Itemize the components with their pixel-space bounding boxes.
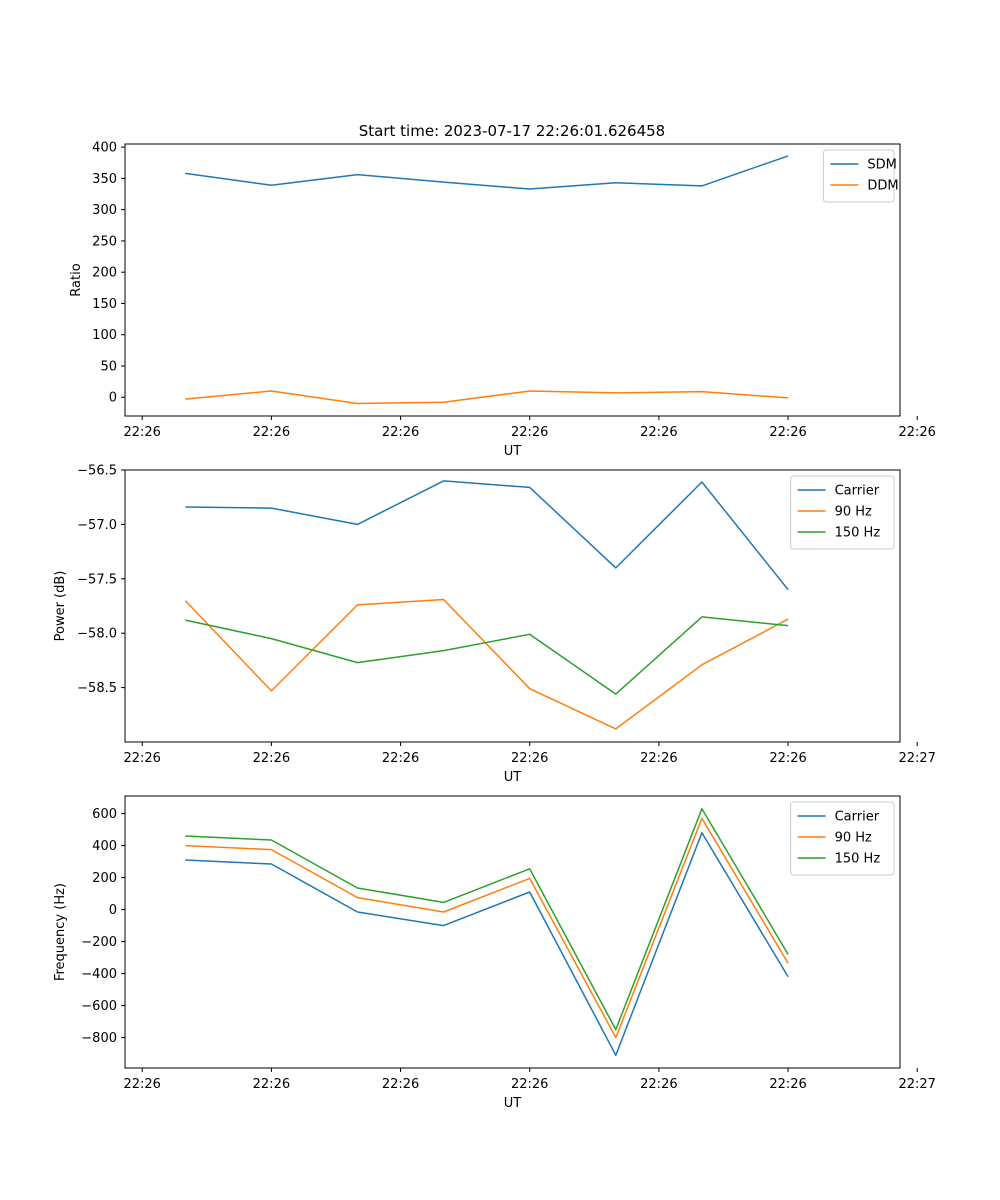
ratio-legend-label-1: DDM	[867, 179, 898, 194]
frequency-legend-label-1: 90 Hz	[835, 831, 872, 846]
frequency-legend-label-0: Carrier	[835, 810, 880, 825]
frequency-x-axis-label: UT	[504, 1096, 522, 1111]
power-x-tick-label: 22:27	[898, 751, 935, 766]
ratio-x-tick-label: 22:26	[769, 425, 806, 440]
frequency-x-tick-label: 22:26	[769, 1077, 806, 1092]
power-y-tick-label: −57.5	[77, 572, 117, 587]
power-legend-label-1: 90 Hz	[835, 505, 872, 520]
power-x-tick-label: 22:26	[769, 751, 806, 766]
power-x-tick-label: 22:26	[640, 751, 677, 766]
frequency-y-tick-label: 400	[92, 839, 117, 854]
ratio-legend-box	[822, 149, 895, 203]
ratio-y-tick-label: 350	[92, 172, 117, 187]
frequency-axes-frame	[124, 795, 901, 1069]
frequency-series-line-1	[185, 817, 789, 1039]
ratio-y-tick-label: 250	[92, 234, 117, 249]
power-y-tick-label: −56.5	[77, 464, 117, 479]
power-x-tick-label: 22:26	[253, 751, 290, 766]
frequency-y-tick-label: −600	[81, 999, 117, 1014]
power-x-tick-label: 22:26	[123, 751, 160, 766]
power-legend-label-0: Carrier	[835, 484, 880, 499]
frequency-y-tick-label: −400	[81, 967, 117, 982]
figure-title: Start time: 2023-07-17 22:26:01.626458	[359, 122, 665, 140]
frequency-series-line-2	[185, 808, 789, 1031]
frequency-x-tick-label: 22:26	[253, 1077, 290, 1092]
power-series-line-0	[185, 480, 789, 591]
frequency-y-tick-label: 200	[92, 871, 117, 886]
ratio-y-tick-label: 300	[92, 203, 117, 218]
power-legend-box	[790, 475, 895, 550]
power-axes-frame	[124, 469, 901, 743]
ratio-x-tick-label: 22:26	[898, 425, 935, 440]
power-y-axis-label: Power (dB)	[53, 571, 68, 642]
power-y-tick-label: −57.0	[77, 518, 117, 533]
ratio-y-tick-label: 150	[92, 297, 117, 312]
frequency-y-tick-label: −800	[81, 1031, 117, 1046]
frequency-x-tick-label: 22:26	[511, 1077, 548, 1092]
frequency-x-tick-label: 22:26	[382, 1077, 419, 1092]
ratio-x-tick-label: 22:26	[640, 425, 677, 440]
ratio-y-tick-label: 200	[92, 266, 117, 281]
frequency-x-tick-label: 22:26	[640, 1077, 677, 1092]
ratio-y-tick-label: 50	[100, 359, 117, 374]
ratio-x-tick-label: 22:26	[123, 425, 160, 440]
power-panel: 22:26 22:26 22:26 22:26 22:26 22:26 22:27 −58.5…	[53, 464, 936, 786]
ratio-legend-label-0: SDM	[867, 158, 896, 173]
frequency-y-tick-label: 600	[92, 807, 117, 822]
ratio-y-tick-label: 100	[92, 328, 117, 343]
ratio-series-line-1	[185, 390, 789, 405]
power-series-line-2	[185, 616, 789, 695]
ratio-x-tick-label: 22:26	[253, 425, 290, 440]
ratio-axes-frame	[124, 143, 901, 417]
ratio-series-line-0	[185, 155, 789, 190]
ratio-y-tick-label: 400	[92, 141, 117, 156]
ratio-panel: 22:26 22:26 22:26 22:26 22:26 22:26 22:26 0 50 10…	[69, 141, 936, 459]
power-x-axis-label: UT	[504, 770, 522, 785]
frequency-legend-label-2: 150 Hz	[835, 852, 881, 867]
frequency-series-line-0	[185, 832, 789, 1056]
frequency-panel: 22:26 22:26 22:26 22:26 22:26 22:26 22:27 −800 −…	[53, 795, 936, 1111]
frequency-x-tick-label: 22:27	[898, 1077, 935, 1092]
power-x-tick-label: 22:26	[382, 751, 419, 766]
power-series-line-1	[184, 598, 789, 730]
ratio-x-tick-label: 22:26	[382, 425, 419, 440]
frequency-y-tick-label: −200	[81, 935, 117, 950]
power-y-tick-label: −58.0	[77, 627, 117, 642]
power-y-tick-label: −58.5	[77, 681, 117, 696]
power-x-tick-label: 22:26	[511, 751, 548, 766]
frequency-y-axis-label: Frequency (Hz)	[53, 883, 68, 981]
frequency-x-tick-label: 22:26	[123, 1077, 160, 1092]
frequency-legend-box	[790, 801, 895, 876]
frequency-y-tick-label: 0	[109, 903, 117, 918]
ratio-x-axis-label: UT	[504, 444, 522, 459]
ratio-x-tick-label: 22:26	[511, 425, 548, 440]
ratio-y-tick-label: 0	[109, 391, 117, 406]
power-legend-label-2: 150 Hz	[835, 526, 881, 541]
ratio-y-axis-label: Ratio	[69, 263, 84, 296]
